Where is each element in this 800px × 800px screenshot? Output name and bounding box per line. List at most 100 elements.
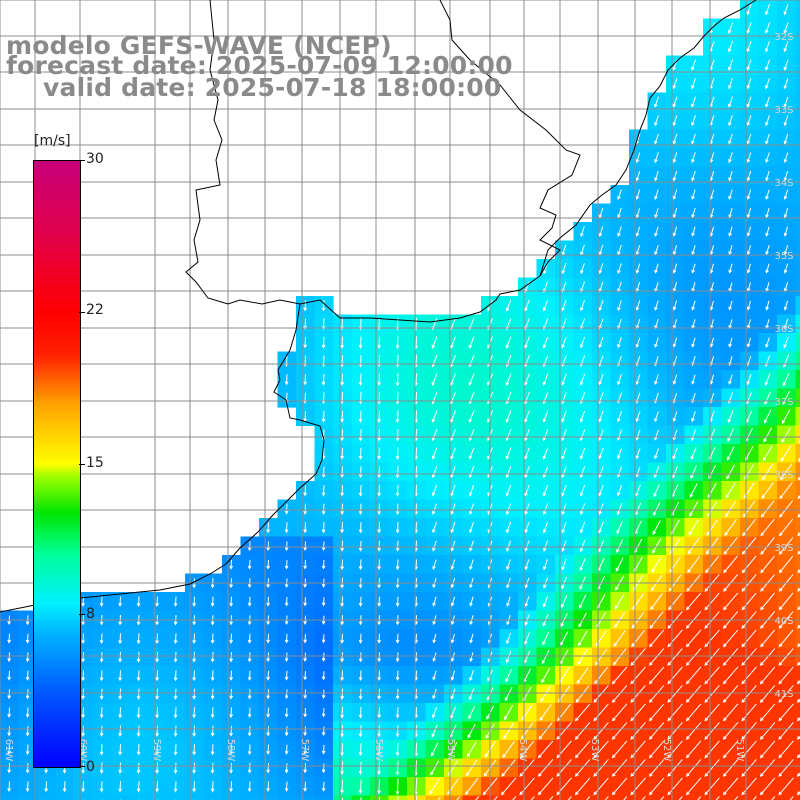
- wind-arrow: [723, 555, 738, 574]
- wind-arrow: [654, 170, 659, 182]
- wind-arrow: [759, 759, 776, 777]
- wind-arrow: [593, 685, 609, 703]
- wind-arrow: [358, 725, 363, 738]
- wind-cell: [795, 703, 800, 723]
- wind-arrow: [598, 447, 604, 460]
- wind-arrow: [25, 707, 30, 718]
- wind-arrow: [377, 761, 381, 776]
- wind-arrow: [284, 596, 289, 607]
- wind-arrow: [561, 447, 567, 460]
- wind-arrow: [542, 410, 549, 423]
- wind-arrow: [99, 633, 104, 645]
- wind-arrow: [395, 354, 400, 368]
- wind-arrow: [594, 666, 608, 685]
- latitude-label: 33S: [774, 105, 793, 116]
- wind-arrow: [685, 777, 702, 796]
- wind-arrow: [500, 777, 517, 796]
- wind-arrow: [649, 629, 665, 648]
- wind-arrow: [136, 670, 141, 682]
- colorbar-tick-15: 15: [86, 455, 104, 471]
- wind-arrow: [432, 688, 437, 700]
- wind-arrow: [759, 685, 776, 703]
- wind-arrow: [450, 596, 456, 607]
- wind-arrow: [358, 540, 363, 552]
- wind-arrow: [728, 77, 733, 90]
- wind-cell: [777, 795, 797, 800]
- wind-arrow: [797, 495, 800, 500]
- wind-arrow: [541, 667, 551, 684]
- wind-arrow: [746, 96, 752, 108]
- wind-arrow: [746, 373, 752, 386]
- wind-arrow: [611, 740, 628, 759]
- wind-arrow: [99, 725, 104, 737]
- latitude-label: 37S: [774, 397, 793, 408]
- wind-arrow: [303, 634, 308, 644]
- wind-arrow: [635, 429, 641, 441]
- wind-arrow: [431, 742, 439, 757]
- wind-arrow: [765, 78, 770, 90]
- wind-arrow: [469, 540, 474, 552]
- wind-arrow: [765, 189, 770, 200]
- wind-arrow: [25, 689, 30, 700]
- wind-arrow: [229, 725, 234, 737]
- wind-arrow: [783, 318, 789, 330]
- wind-arrow: [505, 410, 512, 423]
- wind-arrow: [635, 189, 641, 201]
- wind-arrow: [783, 207, 789, 219]
- wind-arrow: [229, 762, 234, 774]
- wind-arrow: [586, 796, 591, 800]
- wind-arrow: [284, 541, 289, 552]
- wind-arrow: [654, 133, 659, 145]
- wind-arrow: [155, 651, 160, 663]
- wind-cell: [795, 148, 800, 168]
- wind-arrow: [62, 781, 67, 793]
- colorbar-tick-mark: [79, 766, 85, 767]
- wind-arrow: [468, 688, 475, 701]
- wind-arrow: [596, 594, 606, 610]
- wind-cell: [37, 795, 57, 800]
- wind-cell: [795, 92, 800, 112]
- wind-arrow: [377, 596, 382, 607]
- wind-arrow: [395, 670, 400, 681]
- colorbar-tick-mark: [79, 464, 85, 465]
- wind-arrow: [741, 537, 757, 555]
- wind-arrow: [520, 722, 534, 740]
- wind-arrow: [303, 541, 308, 552]
- wind-cell: [240, 795, 260, 800]
- wind-arrow: [764, 373, 771, 386]
- wind-arrow: [377, 670, 382, 682]
- wind-arrow: [505, 429, 512, 442]
- wind-arrow: [524, 299, 530, 312]
- wind-arrow: [467, 723, 476, 739]
- wind-arrow: [430, 760, 440, 776]
- wind-cell: [129, 795, 149, 800]
- wind-arrow: [431, 447, 438, 460]
- wind-cell: [555, 795, 575, 800]
- wind-cell: [795, 795, 800, 800]
- longitude-label: 54W: [517, 739, 528, 762]
- wind-arrow: [395, 760, 400, 776]
- wind-arrow: [691, 226, 696, 237]
- longitude-label: 52W: [661, 739, 672, 762]
- wind-arrow: [543, 559, 548, 571]
- wind-arrow: [7, 633, 12, 644]
- wind-arrow: [247, 596, 252, 607]
- longitude-label: 60W: [77, 739, 88, 762]
- wind-arrow: [303, 522, 308, 534]
- wind-arrow: [672, 226, 678, 237]
- wind-arrow: [542, 631, 550, 646]
- wind-arrow: [598, 539, 605, 553]
- wind-arrow: [611, 759, 628, 777]
- wind-arrow: [321, 336, 326, 349]
- wind-arrow: [450, 373, 457, 386]
- wind-arrow: [431, 410, 438, 423]
- wind-arrow: [578, 630, 588, 647]
- wind-arrow: [173, 725, 178, 737]
- wind-arrow: [726, 464, 736, 480]
- wind-arrow: [778, 648, 794, 666]
- wind-cell: [333, 795, 353, 800]
- latitude-label: 41S: [774, 689, 793, 700]
- wind-arrow: [617, 374, 622, 386]
- wind-arrow: [691, 245, 696, 256]
- wind-arrow: [210, 725, 215, 737]
